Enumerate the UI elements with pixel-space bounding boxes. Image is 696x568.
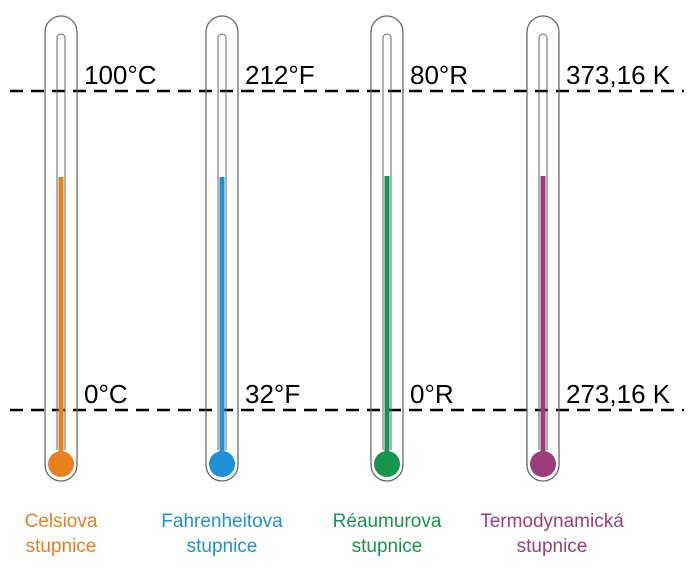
thermometer-capillary bbox=[538, 33, 548, 450]
caption-line-2: stupnice bbox=[351, 536, 423, 557]
liquid-bulb bbox=[48, 451, 74, 477]
liquid-column bbox=[540, 176, 546, 462]
liquid-column bbox=[219, 177, 225, 462]
liquid-bulb bbox=[530, 451, 556, 477]
liquid-bulb bbox=[374, 451, 400, 477]
thermometer-reaumur: 80°R 0°R bbox=[370, 15, 468, 482]
upper-label: 100°C bbox=[84, 60, 157, 90]
caption-line-2: stupnice bbox=[186, 536, 258, 557]
upper-label: 80°R bbox=[410, 60, 468, 90]
lower-label: 0°C bbox=[84, 379, 128, 409]
upper-label: 212°F bbox=[245, 60, 315, 90]
thermometer-capillary bbox=[217, 33, 227, 450]
liquid-column bbox=[384, 176, 390, 462]
thermometer-tube bbox=[205, 15, 239, 482]
thermometer-fahrenheit: 212°F 32°F bbox=[205, 15, 315, 482]
thermometer-capillary bbox=[56, 33, 66, 450]
caption-line-2: stupnice bbox=[516, 536, 588, 557]
thermometer-capillary bbox=[382, 33, 392, 450]
lower-label: 273,16 K bbox=[566, 379, 671, 409]
caption-kelvin: Termodynamická stupnice bbox=[467, 509, 637, 559]
caption-celsius: Celsiova stupnice bbox=[0, 509, 146, 559]
caption-line-1: Termodynamická bbox=[480, 511, 624, 532]
thermometer-tube bbox=[370, 15, 404, 482]
caption-line-1: Fahrenheitova bbox=[161, 511, 283, 532]
liquid-column bbox=[58, 177, 64, 462]
lower-label: 32°F bbox=[245, 379, 300, 409]
caption-fahrenheit: Fahrenheitova stupnice bbox=[137, 509, 307, 559]
thermometer-celsius: 100°C 0°C bbox=[44, 15, 157, 482]
thermometer-kelvin: 373,16 K 273,16 K bbox=[526, 15, 671, 482]
caption-reaumur: Réaumurova stupnice bbox=[302, 509, 472, 559]
liquid-bulb bbox=[209, 451, 235, 477]
caption-line-1: Réaumurova bbox=[332, 511, 442, 532]
thermometer-tube bbox=[526, 15, 560, 482]
lower-label: 0°R bbox=[410, 379, 454, 409]
upper-label: 373,16 K bbox=[566, 60, 671, 90]
caption-line-2: stupnice bbox=[25, 536, 97, 557]
thermometer-tube bbox=[44, 15, 78, 482]
caption-line-1: Celsiova bbox=[24, 511, 98, 532]
